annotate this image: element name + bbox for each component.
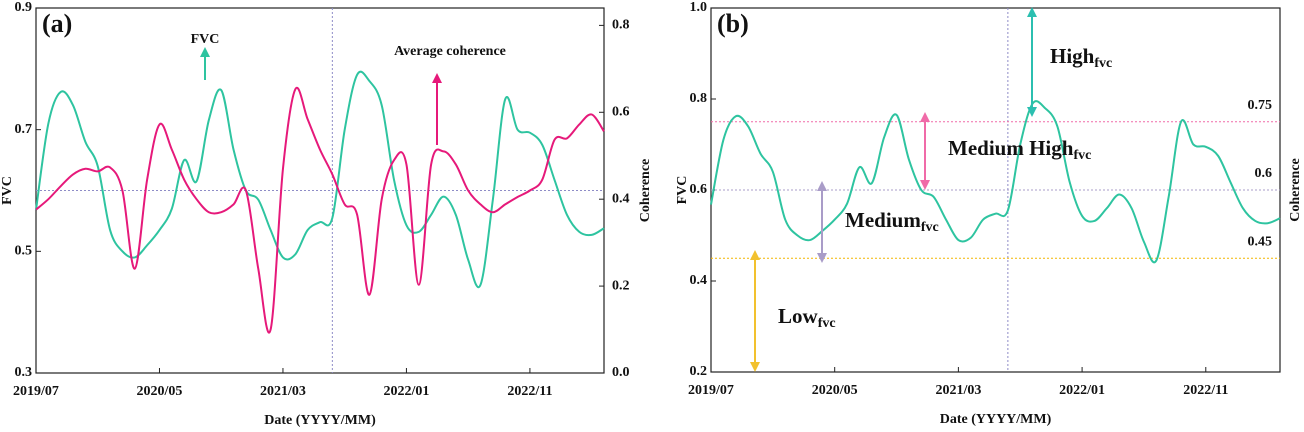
x-tick-label: 2021/03 xyxy=(935,383,981,398)
zone-label-sub: fvc xyxy=(1094,56,1112,71)
series-annotation: Average coherence xyxy=(394,44,506,59)
x-axis-title: Date (YYYY/MM) xyxy=(264,413,376,428)
x-tick-label: 2022/01 xyxy=(1059,383,1105,398)
y2-axis-title: Coherence xyxy=(1288,158,1303,222)
zone-label-text: Medium High xyxy=(948,136,1074,160)
y-tick-label: 0.9 xyxy=(15,0,33,15)
x-tick-label: 2022/11 xyxy=(1183,383,1228,398)
series-annotation: FVC xyxy=(191,32,220,47)
y-tick-label: 0.7 xyxy=(15,122,33,137)
zone-label-sub: fvc xyxy=(818,316,836,331)
x-tick-label: 2022/01 xyxy=(383,384,429,399)
y2-tick-label: 0.2 xyxy=(612,278,630,293)
y-axis-title: FVC xyxy=(675,176,690,205)
x-tick-label: 2019/07 xyxy=(688,383,734,398)
y-tick-label: 0.3 xyxy=(15,365,33,380)
y-tick-label: 0.2 xyxy=(690,364,708,379)
zone-label: Lowfvc xyxy=(778,304,836,331)
x-tick-label: 2022/11 xyxy=(507,384,552,399)
y2-tick-label: 0.8 xyxy=(612,18,630,33)
zone-label: Medium Highfvc xyxy=(948,136,1091,163)
zone-label: Highfvc xyxy=(1050,44,1112,71)
y-tick-label: 0.6 xyxy=(690,182,708,197)
zone-label-text: Low xyxy=(778,304,819,328)
threshold-label: 0.75 xyxy=(1248,98,1273,113)
data-line xyxy=(35,86,605,334)
y2-tick-label: 0.6 xyxy=(612,105,630,120)
zone-label-text: Medium xyxy=(845,208,921,232)
y2-tick-label: 0.0 xyxy=(612,365,630,380)
zone-label: Mediumfvc xyxy=(845,208,939,235)
x-tick-label: 2019/07 xyxy=(13,384,59,399)
threshold-label: 0.45 xyxy=(1248,234,1273,249)
panel-label: (a) xyxy=(42,9,72,38)
x-tick-label: 2020/05 xyxy=(812,383,858,398)
data-line xyxy=(710,100,1281,264)
panel-label: (b) xyxy=(717,9,749,38)
y-tick-label: 0.5 xyxy=(15,244,33,259)
y-tick-label: 1.0 xyxy=(690,0,708,15)
y-tick-label: 0.8 xyxy=(690,91,708,106)
y2-tick-label: 0.4 xyxy=(612,191,630,206)
y-tick-label: 0.4 xyxy=(690,273,708,288)
x-tick-label: 2020/05 xyxy=(137,384,183,399)
threshold-label: 0.6 xyxy=(1255,166,1273,181)
y-axis-title: FVC xyxy=(0,176,15,205)
y2-axis-title: Coherence xyxy=(638,159,653,223)
data-line xyxy=(35,70,605,289)
zone-label-text: High xyxy=(1050,44,1095,68)
x-axis-title: Date (YYYY/MM) xyxy=(940,412,1052,427)
x-tick-label: 2021/03 xyxy=(260,384,306,399)
zone-label-sub: fvc xyxy=(921,220,939,235)
zone-label-sub: fvc xyxy=(1073,148,1091,163)
